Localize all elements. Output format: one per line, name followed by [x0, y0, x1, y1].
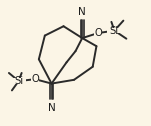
Text: O: O [94, 28, 102, 38]
Bar [31, 76, 39, 82]
Bar [49, 105, 55, 110]
Text: Si: Si [14, 76, 23, 86]
Bar [94, 30, 102, 36]
Text: N: N [48, 103, 55, 113]
Bar [79, 9, 85, 14]
Bar [107, 28, 122, 33]
Text: N: N [78, 7, 86, 17]
Text: O: O [31, 74, 39, 84]
Text: Si: Si [110, 26, 119, 36]
Bar [11, 78, 26, 84]
